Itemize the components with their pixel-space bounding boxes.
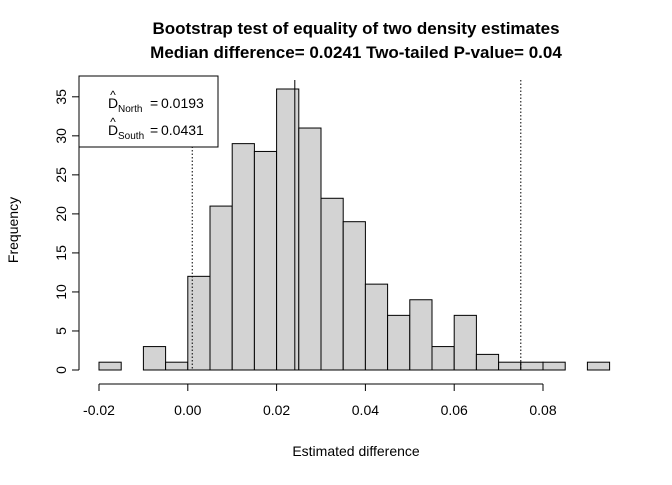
x-tick-label: 0.02: [263, 402, 290, 418]
y-tick-label: 30: [53, 128, 69, 144]
bar: [209, 205, 233, 371]
y-tick-label: 0: [53, 366, 69, 374]
legend-value: 0.0193: [161, 95, 204, 111]
bar: [298, 127, 322, 371]
legend-accent: ^: [110, 88, 116, 102]
bar: [187, 275, 211, 371]
y-tick-label: 5: [53, 327, 69, 335]
bar: [387, 314, 411, 371]
legend-subscript: North: [118, 104, 142, 115]
x-tick-label: 0.00: [174, 402, 201, 418]
bar: [342, 221, 366, 371]
x-tick-label: 0.08: [529, 402, 556, 418]
y-tick-label: 35: [53, 89, 69, 105]
bar: [542, 361, 566, 371]
chart-title: Bootstrap test of equality of two densit…: [152, 19, 559, 38]
bar: [586, 361, 611, 371]
x-tick-label: 0.06: [441, 402, 468, 418]
legend-relation: =: [150, 95, 158, 111]
x-axis-label: Estimated difference: [292, 443, 420, 459]
bar: [498, 361, 522, 371]
bar: [165, 361, 189, 371]
bar: [320, 197, 344, 371]
bar: [253, 150, 278, 371]
chart-subtitle: Median difference= 0.0241 Two-tailed P-v…: [150, 43, 562, 62]
bar: [520, 361, 544, 371]
y-tick-label: 10: [53, 284, 69, 300]
x-tick-label: -0.02: [83, 402, 115, 418]
bar: [364, 283, 389, 371]
bar: [453, 314, 477, 371]
bar: [98, 361, 122, 371]
bar: [431, 346, 455, 371]
legend-subscript: South: [118, 131, 144, 142]
legend-value: 0.0431: [161, 122, 204, 138]
legend-symbol: D: [108, 95, 118, 111]
bar: [231, 143, 255, 371]
bar: [409, 299, 433, 371]
y-tick-label: 25: [53, 167, 69, 183]
bar: [276, 88, 300, 371]
bar: [475, 353, 500, 371]
legend-symbol: D: [108, 122, 118, 138]
y-tick-label: 20: [53, 206, 69, 222]
legend-accent: ^: [110, 115, 116, 129]
legend-relation: =: [150, 122, 158, 138]
legend-box: [78, 75, 219, 148]
y-axis-label: Frequency: [5, 197, 21, 263]
y-tick-label: 15: [53, 245, 69, 261]
x-tick-label: 0.04: [352, 402, 379, 418]
bar: [142, 346, 167, 371]
